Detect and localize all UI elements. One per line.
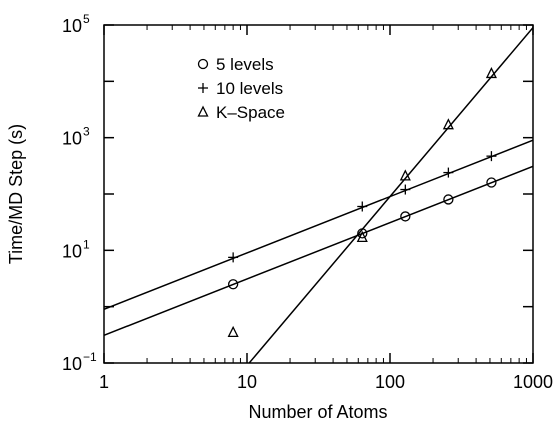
- triangle-point: [356, 230, 368, 243]
- legend: 5 levels 10 levels K–Space: [197, 55, 285, 122]
- legend-label: 10 levels: [216, 79, 283, 98]
- x-tick-labels: 1 10 100 1000: [99, 372, 553, 392]
- legend-label: K–Space: [216, 103, 285, 122]
- circle-point: [400, 211, 411, 222]
- plot-frame: [103, 24, 534, 364]
- plus-point: [228, 252, 239, 263]
- y-tick-exponent: 1: [83, 237, 90, 251]
- fit-line: [104, 165, 533, 337]
- fit-line: [104, 139, 533, 310]
- y-axis-title: Time/MD Step (s): [6, 124, 26, 264]
- legend-label: 5 levels: [216, 55, 274, 74]
- triangle-point: [442, 118, 454, 130]
- plus-point: [486, 151, 497, 162]
- triangle-point: [227, 325, 239, 338]
- plus-point: [443, 167, 454, 178]
- x-tick-label: 100: [375, 372, 405, 392]
- legend-triangle-marker: [197, 105, 209, 117]
- x-tick-label: 10: [237, 372, 257, 392]
- y-tick-exponent: −1: [83, 350, 97, 364]
- y-tick-exponent: 5: [83, 12, 90, 26]
- y-tick-label: 10: [62, 16, 82, 36]
- fit-line: [248, 27, 533, 363]
- triangle-point: [399, 169, 411, 181]
- data-points: [227, 67, 497, 338]
- plus-point: [400, 184, 411, 195]
- y-tick-label: 10: [62, 354, 82, 374]
- x-axis-title: Number of Atoms: [248, 402, 387, 422]
- fit-lines: [104, 27, 533, 363]
- y-tick-exponent: 3: [83, 125, 90, 139]
- circle-point: [443, 194, 454, 205]
- y-tick-label: 10: [62, 129, 82, 149]
- axis-ticks: [103, 24, 534, 364]
- circle-point: [486, 177, 497, 188]
- legend-plus-marker: [198, 83, 208, 93]
- y-tick-label: 10: [62, 241, 82, 261]
- circle-point: [357, 228, 368, 239]
- circle-point: [227, 279, 239, 290]
- plot-area: [104, 27, 533, 363]
- plus-point: [357, 201, 368, 212]
- x-tick-label: 1: [99, 372, 109, 392]
- x-tick-label: 1000: [513, 372, 553, 392]
- triangle-point: [485, 67, 497, 79]
- legend-circle-marker: [197, 58, 209, 70]
